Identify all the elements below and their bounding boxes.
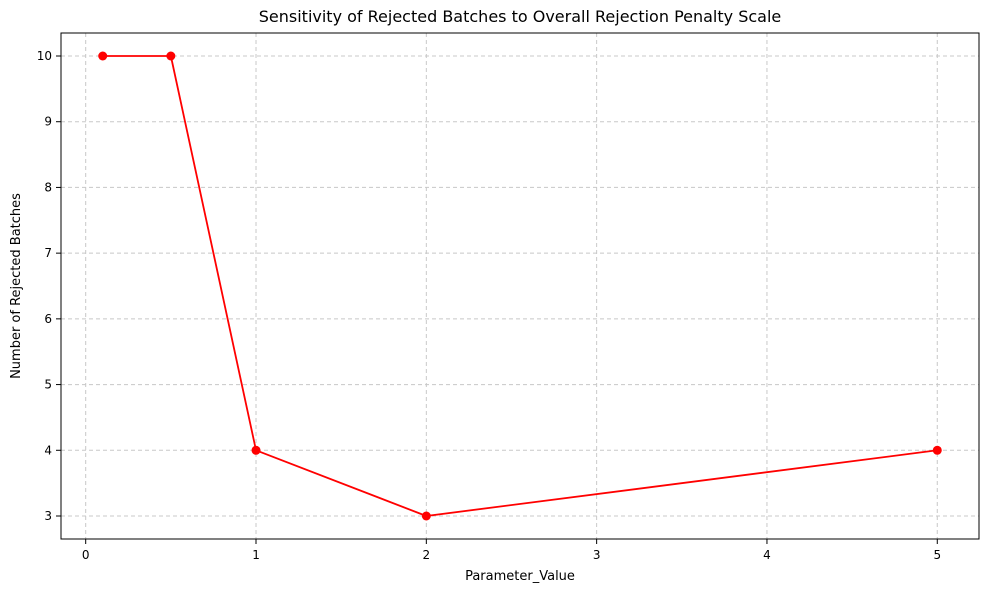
- data-point: [166, 51, 176, 61]
- x-tick-label: 1: [252, 548, 260, 562]
- plot-frame: [60, 32, 980, 540]
- ticks-layer: 0 1 2 3 4 5 3 4 5 6 7 8 9 10: [37, 49, 941, 562]
- y-tick-label: 8: [44, 180, 52, 194]
- data-point: [251, 445, 261, 455]
- x-tick-label: 4: [763, 548, 771, 562]
- grid-layer: [61, 33, 979, 539]
- x-tick-label: 3: [593, 548, 601, 562]
- y-tick-label: 3: [44, 509, 52, 523]
- y-axis-label: Number of Rejected Batches: [9, 193, 24, 379]
- data-point: [98, 51, 108, 61]
- x-tick-label: 0: [82, 548, 90, 562]
- x-axis-label: Parameter_Value: [465, 569, 575, 584]
- y-tick-label: 6: [44, 312, 52, 326]
- y-tick-label: 5: [44, 378, 52, 392]
- chart-title: Sensitivity of Rejected Batches to Overa…: [259, 7, 782, 26]
- series-line: [102, 55, 938, 517]
- data-point: [932, 445, 942, 455]
- x-tick-label: 5: [933, 548, 941, 562]
- data-point: [421, 511, 431, 521]
- y-tick-label: 7: [44, 246, 52, 260]
- x-tick-label: 2: [423, 548, 431, 562]
- series-layer: [98, 51, 942, 521]
- y-tick-label: 4: [44, 443, 52, 457]
- y-tick-label: 10: [37, 49, 52, 63]
- y-tick-label: 9: [44, 115, 52, 129]
